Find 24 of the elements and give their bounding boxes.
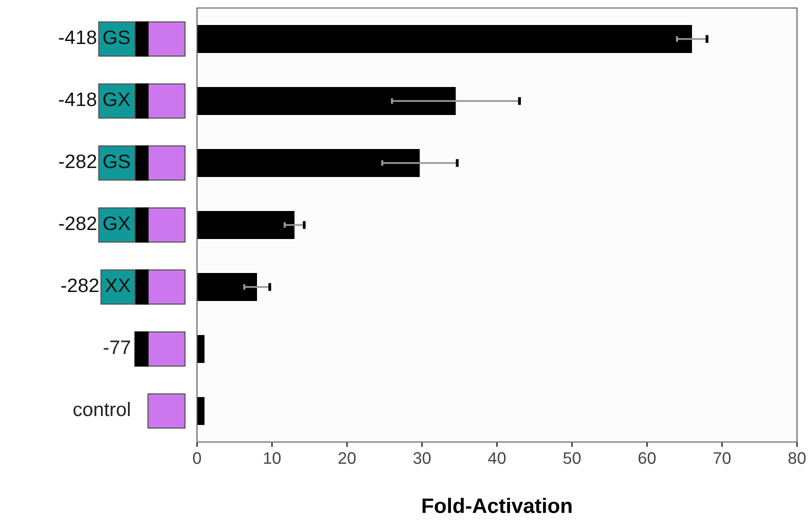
y-tick-label: control [73, 402, 130, 416]
bar [197, 273, 257, 301]
y-tick-label: -77 [104, 340, 130, 354]
bar [197, 335, 204, 363]
x-tick-label: 70 [714, 452, 731, 464]
x-tick-label: 30 [413, 452, 431, 464]
bar [197, 87, 456, 115]
y-tick-label: -282 GS [59, 154, 130, 168]
y-tick-label: -418 GX [58, 92, 130, 106]
y-tick-label: -418 GS [58, 30, 130, 44]
bar [197, 211, 294, 239]
bar [197, 149, 420, 177]
bar [197, 25, 692, 53]
x-tick-label: 20 [338, 452, 356, 464]
x-tick-label: 0 [193, 452, 201, 464]
x-tick-label: 40 [488, 452, 506, 464]
x-tick-label: 10 [264, 452, 281, 464]
y-tick-label: -282 GX [59, 216, 130, 230]
y-tick-label: -282 XX [61, 278, 130, 292]
x-axis-title: Fold-Activation [422, 498, 572, 514]
x-tick-label: 60 [638, 452, 656, 464]
bar [197, 397, 204, 425]
x-tick-label: 50 [563, 452, 581, 464]
x-tick-label: 80 [788, 452, 806, 464]
